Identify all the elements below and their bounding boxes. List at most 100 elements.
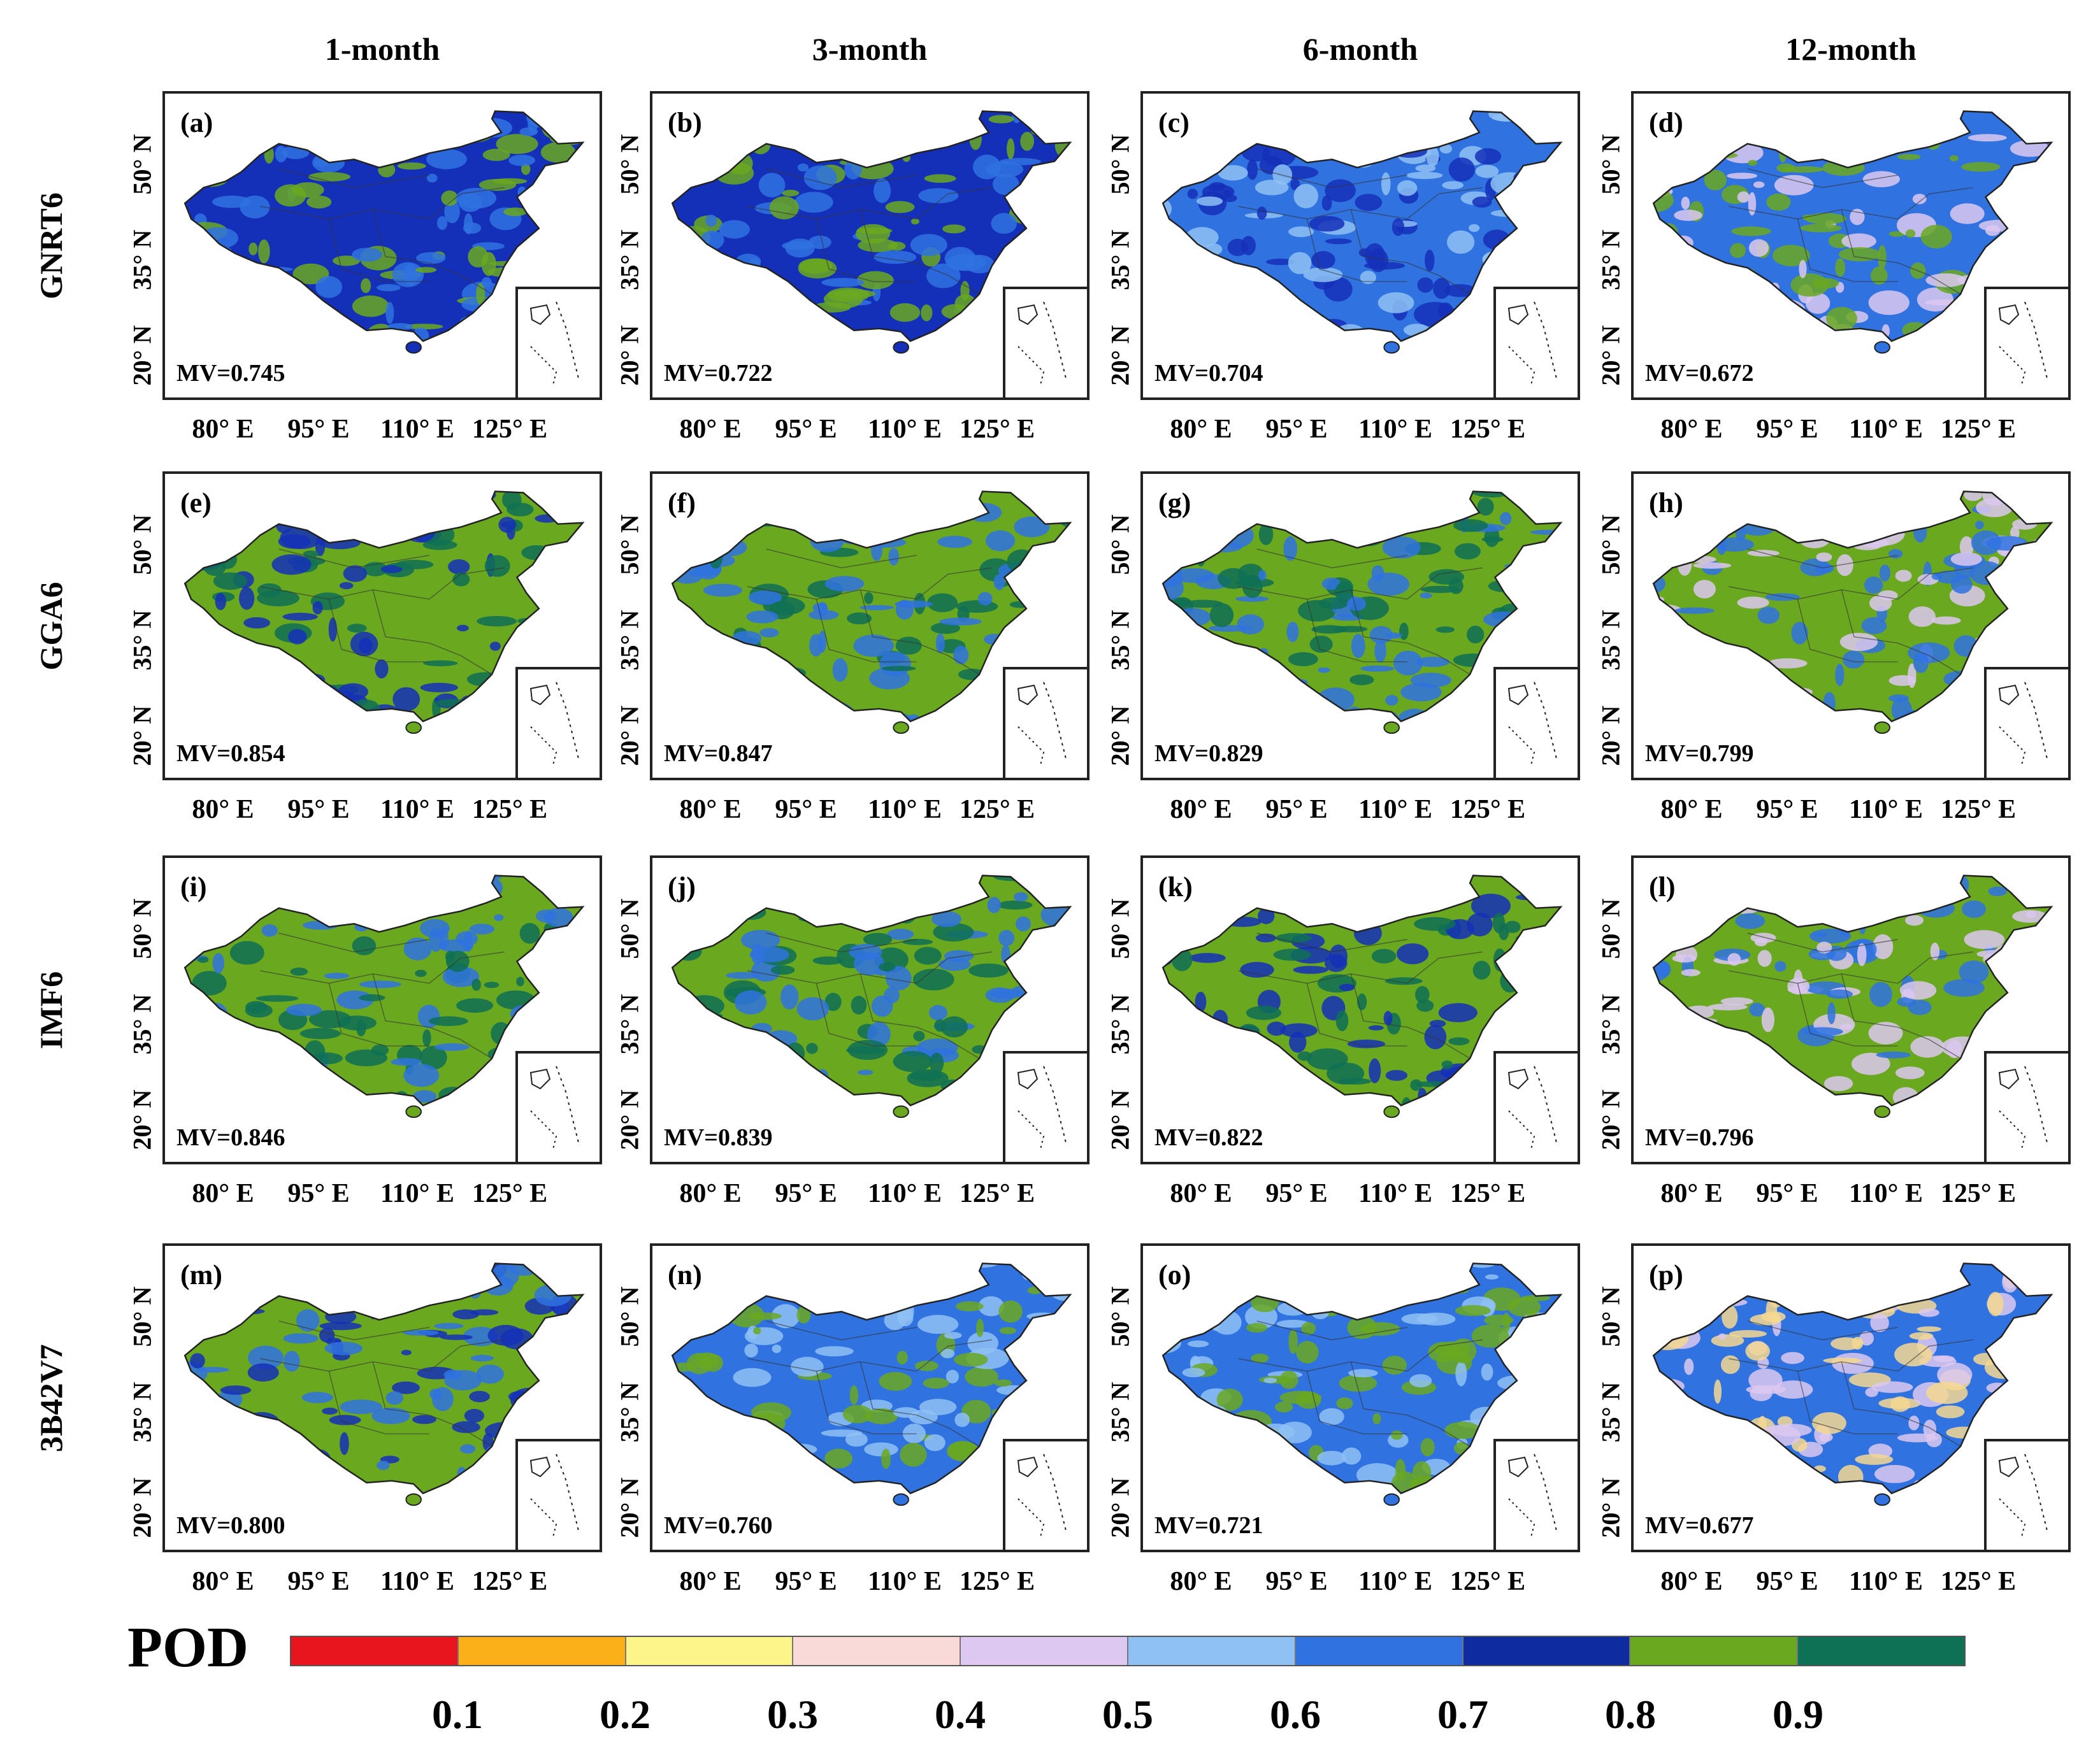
pod-patch bbox=[1467, 625, 1485, 644]
pod-patch bbox=[442, 347, 466, 366]
pod-patch bbox=[1235, 596, 1269, 602]
pod-patch bbox=[1204, 661, 1224, 677]
pod-patch bbox=[1258, 569, 1267, 581]
panel-label: (j) bbox=[668, 871, 696, 903]
pod-patch bbox=[185, 287, 227, 306]
hainan-island bbox=[405, 1105, 422, 1118]
pod-patch bbox=[330, 525, 342, 534]
map-panel: (h) MV=0.799 bbox=[1631, 471, 2071, 780]
province-boundary bbox=[1407, 951, 1483, 984]
pod-patch bbox=[1186, 111, 1225, 121]
province-boundary bbox=[766, 1320, 917, 1341]
row-title: GNRT6 bbox=[33, 192, 69, 299]
pod-patch bbox=[1353, 1117, 1363, 1122]
province-boundary bbox=[1729, 586, 1898, 600]
latitude-label: 20° N bbox=[1596, 1089, 1625, 1150]
pod-patch bbox=[997, 900, 1033, 910]
pod-patch bbox=[1839, 131, 1867, 155]
pod-patch bbox=[1163, 136, 1166, 155]
latitude-label: 20° N bbox=[127, 705, 157, 766]
pod-patch bbox=[230, 1283, 254, 1296]
pod-patch bbox=[949, 1486, 990, 1494]
pod-patch bbox=[1288, 1329, 1298, 1354]
longitude-axis: 80° E 95° E 110° E 125° E bbox=[1140, 794, 1580, 833]
pod-patch bbox=[1897, 721, 1929, 722]
pod-patch bbox=[1946, 1040, 1962, 1059]
pod-patch bbox=[211, 1480, 237, 1494]
pod-patch bbox=[1504, 241, 1535, 250]
pod-patch bbox=[805, 303, 816, 310]
pod-patch bbox=[1917, 287, 1953, 312]
pod-patch bbox=[1163, 541, 1173, 564]
province-boundary bbox=[372, 209, 429, 264]
pod-patch bbox=[1683, 121, 1692, 146]
pod-patch bbox=[1187, 1340, 1209, 1348]
pod-patch bbox=[1659, 1069, 1695, 1090]
pod-patch bbox=[324, 973, 350, 979]
pod-patch bbox=[195, 1096, 207, 1103]
longitude-label: 110° E bbox=[1849, 415, 1923, 444]
pod-patch bbox=[793, 1274, 817, 1280]
south-china-sea-inset bbox=[1984, 1051, 2068, 1162]
pod-patch bbox=[1293, 336, 1312, 341]
pod-patch bbox=[1653, 554, 1661, 564]
pod-patch bbox=[757, 875, 793, 882]
pod-patch bbox=[202, 1296, 213, 1304]
pod-patch bbox=[887, 1263, 901, 1268]
pod-patch bbox=[1653, 172, 1667, 192]
pod-patch bbox=[361, 278, 371, 294]
latitude-axis: 20° N 35° N 50° N bbox=[1592, 855, 1630, 1164]
province-boundary bbox=[328, 218, 429, 282]
pod-patch bbox=[789, 1091, 816, 1106]
pod-patch bbox=[1939, 491, 1957, 501]
pod-patch bbox=[1550, 632, 1561, 654]
pod-patch bbox=[674, 942, 702, 961]
pod-patch bbox=[1208, 1265, 1217, 1290]
pod-patch bbox=[448, 559, 470, 575]
province-boundary bbox=[816, 599, 917, 662]
pod-patch bbox=[771, 1304, 800, 1329]
pod-patch bbox=[185, 138, 199, 148]
pod-patch bbox=[1681, 969, 1701, 976]
pod-patch bbox=[853, 129, 863, 143]
province-boundary bbox=[429, 567, 505, 600]
pod-patch bbox=[384, 1285, 406, 1298]
pod-patch bbox=[1355, 194, 1383, 211]
pod-patch bbox=[1957, 275, 1990, 286]
pod-patch bbox=[1281, 1263, 1315, 1280]
latitude-axis: 20° N 35° N 50° N bbox=[610, 91, 649, 400]
pod-patch bbox=[1038, 241, 1066, 257]
province-boundary bbox=[816, 983, 917, 1047]
pod-patch bbox=[185, 311, 205, 317]
pod-patch bbox=[1316, 687, 1355, 712]
latitude-axis: 20° N 35° N 50° N bbox=[610, 855, 649, 1164]
pod-patch bbox=[245, 1487, 268, 1494]
pod-patch bbox=[1427, 1097, 1441, 1106]
pod-patch bbox=[1859, 1331, 1874, 1346]
pod-patch bbox=[687, 338, 707, 341]
pod-patch bbox=[1653, 1378, 1685, 1394]
pod-patch bbox=[1383, 1011, 1393, 1026]
pod-patch bbox=[1335, 1010, 1349, 1031]
pod-patch bbox=[882, 129, 922, 138]
pod-patch bbox=[1348, 1369, 1378, 1378]
pod-patch bbox=[673, 535, 711, 561]
pod-patch bbox=[910, 234, 947, 256]
pod-patch bbox=[1737, 191, 1750, 203]
pod-patch bbox=[259, 117, 282, 123]
pod-patch bbox=[1785, 348, 1822, 354]
pod-patch bbox=[1033, 215, 1044, 235]
latitude-label: 20° N bbox=[615, 705, 644, 766]
province-boundary bbox=[916, 1339, 992, 1372]
latitude-axis: 20° N 35° N 50° N bbox=[123, 471, 161, 780]
pod-patch bbox=[1301, 1322, 1316, 1335]
hainan-island bbox=[1383, 721, 1400, 734]
pod-patch bbox=[1926, 1382, 1968, 1404]
pod-patch bbox=[1309, 635, 1333, 653]
pod-patch bbox=[185, 316, 204, 334]
pod-patch bbox=[1223, 190, 1232, 197]
pod-patch bbox=[1953, 635, 1978, 657]
pod-patch bbox=[676, 1470, 686, 1492]
pod-patch bbox=[1748, 239, 1769, 257]
longitude-axis: 80° E 95° E 110° E 125° E bbox=[162, 414, 602, 452]
